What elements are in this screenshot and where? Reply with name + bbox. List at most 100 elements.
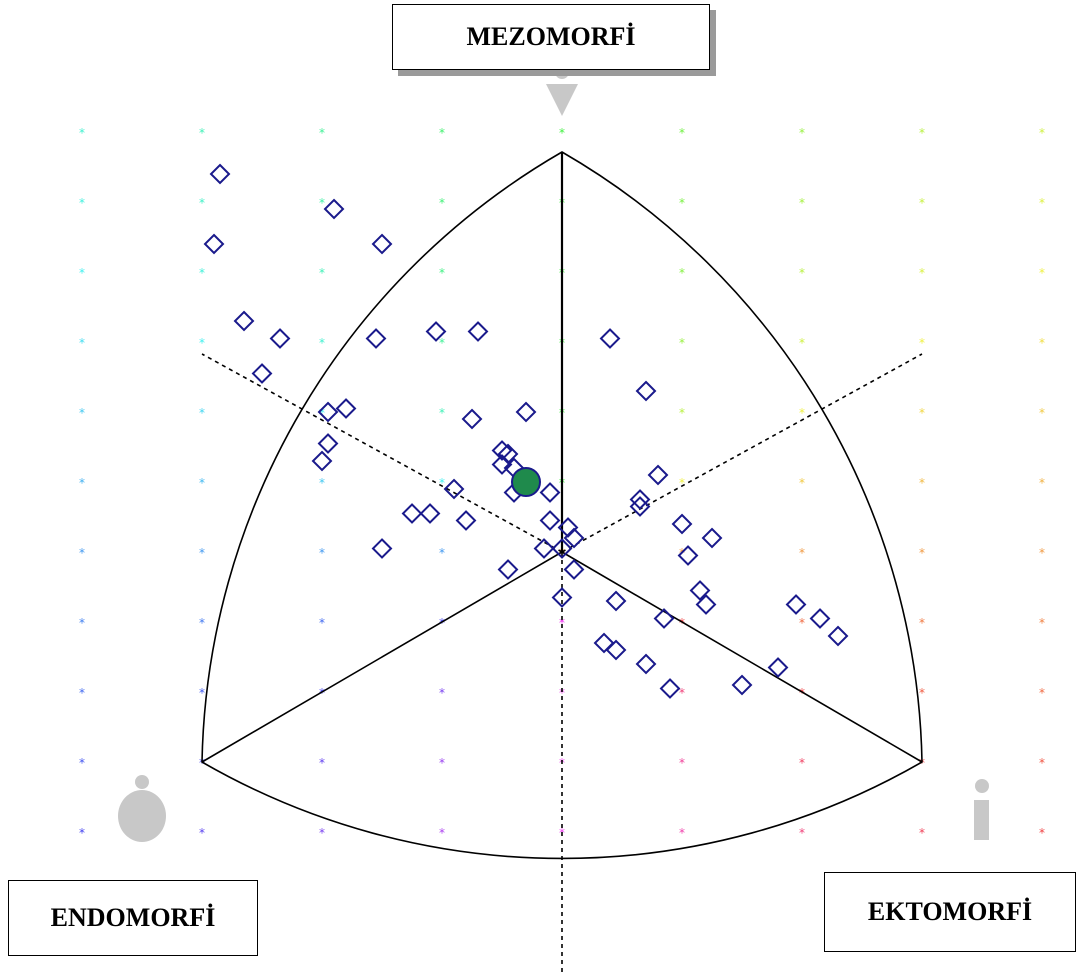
grid-star: *	[799, 686, 805, 700]
grid-star: *	[79, 126, 85, 140]
data-point	[233, 310, 255, 332]
data-point	[785, 594, 807, 615]
data-point	[695, 594, 717, 615]
grid-star: *	[919, 406, 925, 420]
grid-star: *	[199, 826, 205, 840]
grid-star: *	[919, 266, 925, 280]
grid-star: *	[799, 406, 805, 420]
grid-star: *	[439, 616, 445, 630]
data-point	[311, 450, 333, 472]
grid-star: *	[79, 476, 85, 490]
data-point	[551, 538, 573, 559]
data-point	[335, 398, 357, 419]
grid-star: *	[1039, 336, 1045, 350]
grid-star: *	[199, 756, 205, 770]
grid-star: *	[1039, 546, 1045, 560]
data-point	[563, 527, 585, 549]
mezomorph-label: MEZOMORFİ	[392, 4, 710, 70]
grid-star: *	[1039, 266, 1045, 280]
data-point	[317, 401, 339, 423]
data-point	[605, 639, 627, 661]
grid-star: *	[679, 406, 685, 420]
grid-star: *	[199, 196, 205, 210]
data-point	[425, 321, 447, 342]
ectomorph-figure-icon	[974, 779, 989, 840]
grid-star: *	[79, 826, 85, 840]
grid-star: *	[319, 476, 325, 490]
grid-star: *	[199, 616, 205, 630]
grid-star: *	[559, 686, 565, 700]
grid-star: *	[799, 336, 805, 350]
data-point	[539, 510, 561, 531]
data-point	[203, 233, 225, 255]
data-point	[809, 608, 831, 629]
data-point	[209, 163, 231, 185]
data-point	[371, 233, 393, 255]
grid-star: *	[439, 476, 445, 490]
grid-star: *	[439, 406, 445, 420]
grid-star: *	[679, 266, 685, 280]
grid-star: *	[799, 476, 805, 490]
grid-star: *	[319, 126, 325, 140]
data-point	[455, 510, 477, 531]
grid-star: *	[679, 126, 685, 140]
grid-star: *	[79, 196, 85, 210]
grid-star: *	[1039, 406, 1045, 420]
data-point	[497, 559, 519, 580]
mezomorph-figure-icon	[546, 65, 578, 116]
grid-star: *	[1039, 196, 1045, 210]
grid-star: *	[679, 826, 685, 840]
grid-star: *	[439, 686, 445, 700]
endomorph-figure-icon	[118, 775, 166, 842]
data-point	[371, 538, 393, 559]
grid-star: *	[799, 196, 805, 210]
data-point	[659, 678, 681, 699]
ectomorph-label: EKTOMORFİ	[824, 872, 1076, 952]
data-point	[689, 580, 711, 601]
grid-star: *	[799, 756, 805, 770]
data-point	[515, 401, 537, 423]
grid-star: *	[439, 126, 445, 140]
mean-point	[511, 467, 541, 497]
grid-star: *	[919, 756, 925, 770]
grid-star: *	[319, 616, 325, 630]
data-point	[557, 517, 579, 538]
data-points	[203, 163, 849, 699]
data-point	[251, 363, 273, 384]
grid-star: *	[919, 126, 925, 140]
data-point	[731, 674, 753, 696]
data-point	[593, 632, 615, 654]
endomorph-label: ENDOMORFİ	[8, 880, 258, 956]
data-point	[677, 545, 699, 566]
grid-star: *	[319, 686, 325, 700]
data-point	[419, 503, 441, 524]
data-point	[491, 454, 513, 475]
grid-star: *	[79, 616, 85, 630]
grid-star: *	[199, 266, 205, 280]
data-point	[467, 321, 489, 342]
data-point	[497, 443, 519, 465]
data-point	[767, 657, 789, 678]
data-point	[539, 482, 561, 503]
grid-star: *	[559, 126, 565, 140]
grid-star: *	[199, 126, 205, 140]
data-point	[647, 464, 669, 486]
grid-star: *	[679, 756, 685, 770]
grid-star: *	[799, 546, 805, 560]
grid-star: *	[199, 686, 205, 700]
data-point	[323, 198, 345, 220]
data-point	[629, 489, 651, 510]
data-point	[533, 538, 555, 559]
grid-star: *	[319, 196, 325, 210]
data-point	[671, 513, 693, 535]
grid-star: *	[559, 616, 565, 630]
data-point	[599, 328, 621, 349]
grid-star: *	[439, 546, 445, 560]
grid-star: *	[799, 826, 805, 840]
grid-star: *	[79, 546, 85, 560]
grid-star: *	[799, 266, 805, 280]
data-point	[653, 608, 675, 629]
grid-star: *	[919, 686, 925, 700]
grid-star: *	[199, 546, 205, 560]
